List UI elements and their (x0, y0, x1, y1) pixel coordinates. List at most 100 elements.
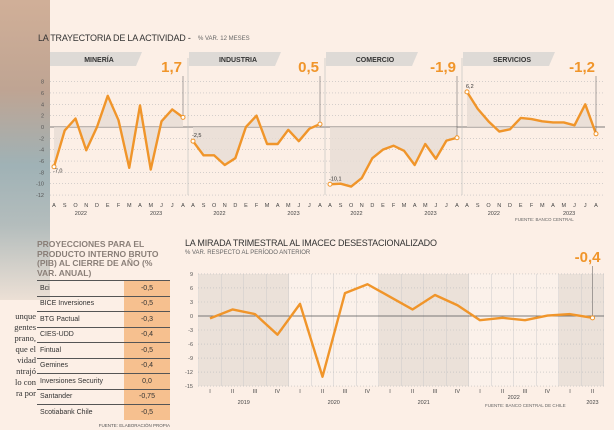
month-label: M (540, 203, 545, 209)
forecaster-name: CIES-UDD (40, 331, 74, 339)
area-fill (193, 115, 320, 165)
last-point-marker (590, 315, 595, 321)
table-row: BTG Pactual -0,3 (37, 311, 170, 327)
quarter-label: I (299, 389, 301, 395)
panel-header-bg (463, 52, 555, 66)
month-label: A (191, 203, 195, 209)
y-tick-label: -3 (188, 328, 193, 334)
month-label: S (476, 203, 480, 209)
year-label: 2023 (424, 211, 436, 217)
last-point-marker (180, 114, 186, 120)
article-line: ra por (15, 388, 36, 398)
first-value-label: -7,0 (53, 168, 62, 174)
table-row: Scotiabank Chile -0,5 (37, 404, 170, 420)
month-label: F (117, 203, 121, 209)
forecast-value: -0,4 (124, 358, 170, 373)
last-point-marker (317, 121, 323, 127)
y-tick-label: 6 (41, 91, 44, 97)
month-label: J (297, 203, 300, 209)
last-value-label: 0,5 (298, 59, 319, 76)
month-label: O (212, 203, 217, 209)
quarter-label: I (479, 389, 481, 395)
last-point-marker (593, 131, 599, 137)
first-point-marker (327, 181, 333, 187)
y-tick-label: 2 (41, 114, 44, 120)
year-label: 2020 (328, 400, 340, 406)
forecast-value: -0,75 (124, 389, 170, 404)
month-label: A (328, 203, 332, 209)
quarter-label: IV (455, 389, 461, 395)
table-title: PROYECCIONES PARA EL PRODUCTO INTERNO BR… (37, 239, 159, 278)
article-line: ntrajó (16, 366, 36, 376)
month-label: J (308, 203, 311, 209)
y-tick-label: -8 (39, 170, 44, 176)
y-tick-label: -6 (39, 159, 44, 165)
forecaster-name: Inversiones Security (40, 377, 104, 385)
article-text-fragment: unque gentes prano, que el vidad ntrajó lo con… (0, 311, 36, 399)
bottom-chart-subtitle: % VAR. RESPECTO AL PERÍODO ANTERIOR (185, 250, 311, 256)
year-label: 2023 (150, 211, 162, 217)
top-chart-title: LA TRAYECTORIA DE LA ACTIVIDAD - (38, 33, 191, 43)
month-label: N (84, 203, 88, 209)
forecaster-name: Scotiabank Chile (40, 408, 93, 416)
y-tick-label: 4 (41, 102, 44, 108)
month-label: A (318, 203, 322, 209)
month-label: O (73, 203, 78, 209)
month-label: J (445, 203, 448, 209)
month-label: D (233, 203, 237, 209)
article-line: vidad (17, 355, 36, 365)
quarter-label: II (411, 389, 415, 395)
forecast-value: -0,3 (124, 312, 170, 327)
article-line: gentes (14, 322, 36, 332)
quarter-label: III (433, 389, 438, 395)
series-line (52, 94, 184, 171)
month-label: M (148, 203, 153, 209)
month-label: A (594, 203, 598, 209)
y-tick-label: -2 (39, 136, 44, 142)
year-label: 2023 (287, 211, 299, 217)
bottom-chart-title: LA MIRADA TRIMESTRAL AL IMACEC DESESTACI… (185, 238, 437, 248)
forecast-value: -0,5 (124, 281, 170, 296)
article-line: prano, (14, 333, 36, 343)
panel-header-bg (326, 52, 418, 66)
series-line (329, 136, 458, 188)
year-label: 2023 (586, 400, 598, 406)
y-tick-label: -15 (185, 384, 193, 390)
last-value-label: -1,2 (569, 59, 595, 76)
table-row: CIES-UDD -0,4 (37, 326, 170, 342)
table-row: Bci -0,5 (37, 280, 170, 296)
month-label: A (52, 203, 56, 209)
month-label: N (360, 203, 364, 209)
bottom-chart-source: FUENTE: BANCO CENTRAL DE CHILE (485, 403, 566, 408)
year-label: 2021 (418, 400, 430, 406)
background-photo (0, 0, 50, 300)
month-label: E (381, 203, 385, 209)
article-line: unque (15, 311, 36, 321)
month-label: N (223, 203, 227, 209)
first-point-marker (464, 89, 470, 95)
quarter-label: II (591, 389, 595, 395)
quarter-label: I (209, 389, 211, 395)
month-label: A (276, 203, 280, 209)
forecaster-name: BTG Pactual (40, 315, 80, 323)
month-label: A (465, 203, 469, 209)
month-label: M (127, 203, 132, 209)
table-row: Fintual -0,5 (37, 342, 170, 358)
y-tick-label: 0 (41, 125, 44, 131)
panel-header-servicios: SERVICIOS (493, 57, 531, 64)
month-label: F (255, 203, 259, 209)
year-label: 2022 (508, 395, 520, 401)
quarter-label: II (321, 389, 325, 395)
month-label: M (265, 203, 270, 209)
month-label: E (519, 203, 523, 209)
gdp-projections-table: PROYECCIONES PARA EL PRODUCTO INTERNO BR… (37, 239, 170, 428)
month-label: D (508, 203, 512, 209)
top-chart-source: FUENTE: BANCO CENTRAL (515, 217, 574, 222)
area-fill (54, 95, 183, 170)
month-label: O (486, 203, 491, 209)
forecaster-name: Santander (40, 393, 73, 401)
forecast-value: 0,0 (124, 374, 170, 389)
quarter-label: II (231, 389, 235, 395)
